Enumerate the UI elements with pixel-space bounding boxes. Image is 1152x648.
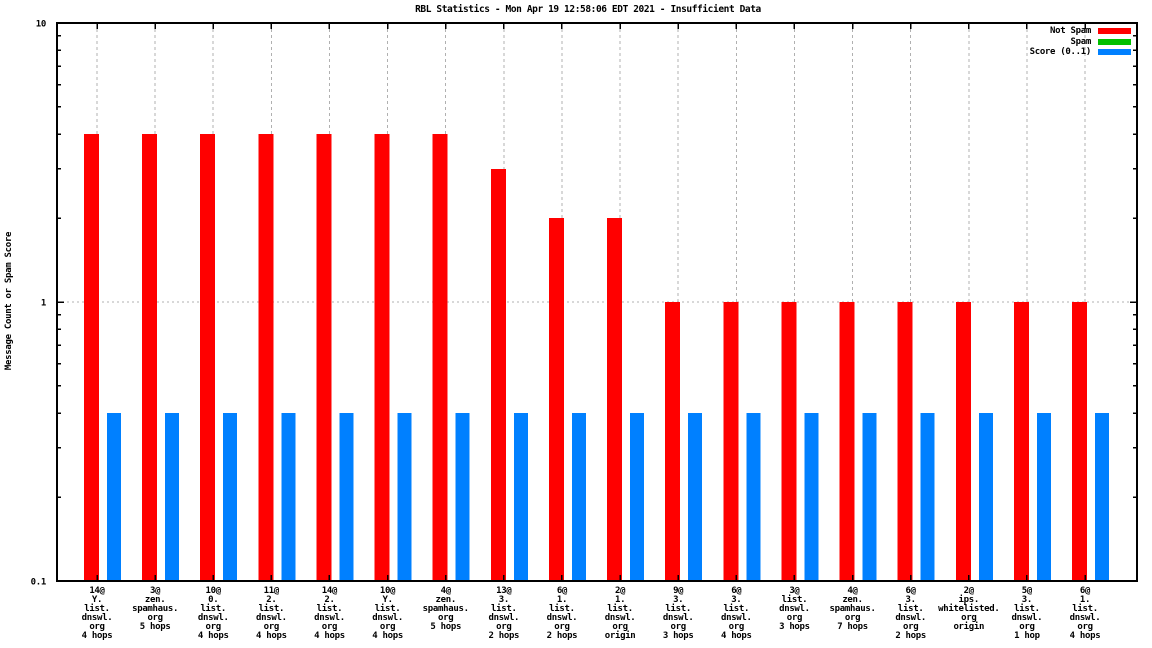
x-tick-label-10: 9@ 3. list. dnswl. org 3 hops	[663, 586, 694, 641]
legend-swatch-spam	[1098, 38, 1131, 45]
x-tick-label-8: 6@ 1. list. dnswl. org 2 hops	[547, 586, 578, 641]
bar-not-spam-10	[665, 302, 681, 581]
bar-not-spam-6	[432, 134, 448, 581]
bar-score-0-1--16	[1036, 413, 1051, 581]
bar-not-spam-12	[781, 302, 797, 581]
bar-not-spam-16	[1013, 302, 1029, 581]
bar-not-spam-15	[955, 302, 971, 581]
x-tick-label-4: 14@ 2. list. dnswl. org 4 hops	[314, 586, 345, 641]
bar-score-0-1--13	[862, 413, 877, 581]
x-tick-label-11: 6@ 3. list. dnswl. org 4 hops	[721, 586, 752, 641]
legend-swatch-not-spam	[1098, 28, 1131, 34]
bar-score-0-1--6	[455, 413, 470, 581]
x-tick-label-3: 11@ 2. list. dnswl. org 4 hops	[256, 586, 287, 641]
x-tick-label-5: 10@ Y. list. dnswl. org 4 hops	[372, 586, 403, 641]
bar-score-0-1--10	[688, 413, 703, 581]
bar-not-spam-17	[1072, 302, 1088, 581]
bar-not-spam-1	[142, 134, 158, 581]
x-tick-label-0: 14@ Y. list. dnswl. org 4 hops	[82, 586, 113, 641]
legend-item-spam: Spam	[1030, 36, 1131, 47]
legend: Not Spam Spam Score (0..1)	[1029, 26, 1131, 57]
legend-label-spam: Spam	[1070, 36, 1092, 47]
bar-not-spam-3	[258, 134, 274, 581]
bar-not-spam-11	[723, 302, 739, 581]
x-tick-label-7: 13@ 3. list. dnswl. org 2 hops	[488, 586, 519, 641]
legend-item-score: Score (0..1)	[1029, 47, 1131, 57]
x-tick-label-14: 6@ 3. list. dnswl. org 2 hops	[895, 586, 926, 641]
x-tick-label-2: 10@ 0. list. dnswl. org 4 hops	[198, 586, 229, 641]
bar-not-spam-13	[839, 302, 855, 581]
bar-score-0-1--11	[746, 413, 761, 581]
bar-score-0-1--5	[397, 413, 412, 581]
bar-score-0-1--1	[165, 413, 180, 581]
x-tick-label-9: 2@ 1. list. dnswl. org origin	[605, 586, 636, 641]
bar-not-spam-14	[897, 302, 913, 581]
legend-swatch-score	[1098, 49, 1131, 55]
legend-label-not-spam: Not Spam	[1050, 26, 1091, 36]
bar-score-0-1--2	[223, 413, 238, 581]
x-tick-label-13: 4@ zen. spamhaus. org 7 hops	[830, 586, 876, 632]
legend-item-not-spam: Not Spam	[1030, 26, 1131, 36]
y-axis-label: Message Count or Spam Score	[4, 231, 14, 371]
x-tick-label-17: 6@ 1. list. dnswl. org 4 hops	[1070, 586, 1101, 641]
bar-not-spam-7	[490, 168, 506, 581]
x-tick-label-16: 5@ 3. list. dnswl. org 1 hop	[1012, 586, 1043, 641]
chart-title: RBL Statistics - Mon Apr 19 12:58:06 EDT…	[415, 4, 761, 15]
bar-not-spam-4	[316, 134, 332, 581]
y-tick-label-1: 1	[41, 299, 46, 309]
bar-not-spam-0	[84, 134, 99, 581]
y-tick-label-10: 10	[36, 20, 46, 30]
x-tick-label-6: 4@ zen. spamhaus. org 5 hops	[423, 586, 469, 632]
bar-score-0-1--9	[630, 413, 645, 581]
legend-label-score: Score (0..1)	[1029, 47, 1092, 57]
bar-score-0-1--15	[978, 413, 993, 581]
bar-score-0-1--0	[107, 413, 121, 581]
bar-score-0-1--14	[920, 413, 935, 581]
y-tick-label-0.1: 0.1	[31, 578, 46, 588]
bar-not-spam-2	[200, 134, 216, 581]
x-tick-label-15: 2@ ips. whitelisted. org origin	[938, 586, 999, 632]
x-tick-label-1: 3@ zen. spamhaus. org 5 hops	[132, 586, 178, 632]
bar-not-spam-9	[607, 218, 623, 581]
bar-score-0-1--12	[804, 413, 819, 581]
bar-score-0-1--3	[281, 413, 296, 581]
bar-not-spam-8	[548, 218, 564, 581]
bar-score-0-1--4	[339, 413, 354, 581]
bar-score-0-1--17	[1095, 413, 1110, 581]
bar-not-spam-5	[374, 134, 390, 581]
bar-score-0-1--8	[571, 413, 586, 581]
x-tick-label-12: 3@ list. dnswl. org 3 hops	[779, 586, 810, 632]
bar-score-0-1--7	[513, 413, 528, 581]
